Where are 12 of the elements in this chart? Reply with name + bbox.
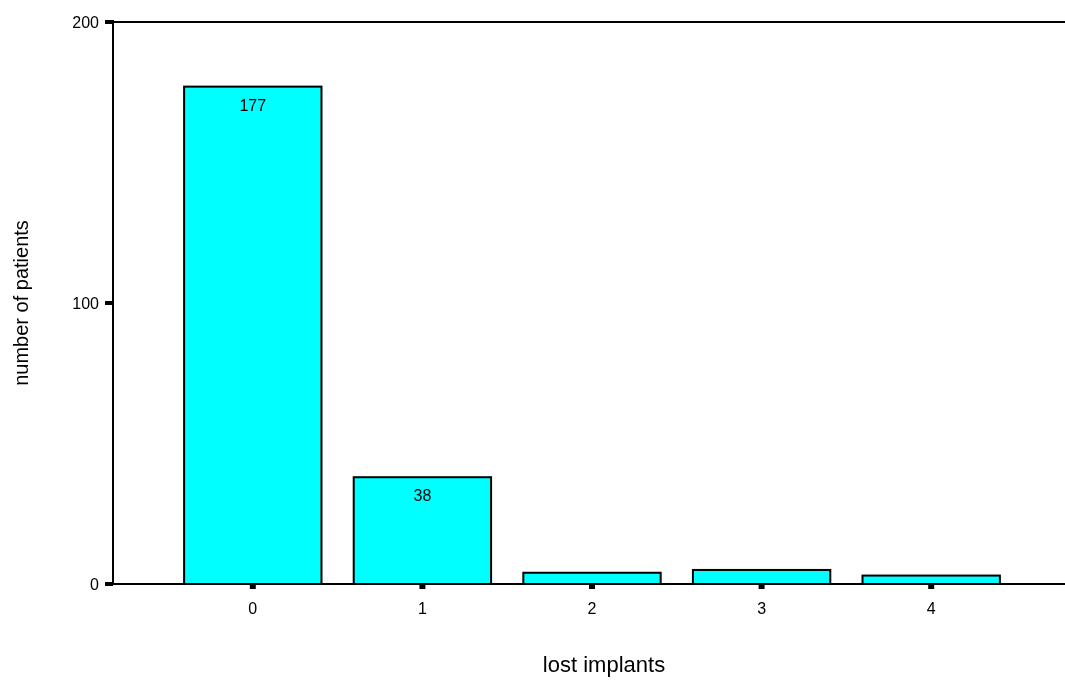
x-tick-label: 4 [926, 600, 936, 617]
data-label: 38 [413, 487, 432, 505]
x-tick-label: 1 [417, 600, 427, 617]
y-tick-label: 0 [90, 575, 100, 593]
x-tick-label: 2 [587, 600, 597, 617]
x-tick-label: 3 [757, 600, 767, 617]
y-axis-title: number of patients [10, 220, 32, 386]
data-label: 177 [239, 96, 267, 114]
y-tick-label: 200 [72, 13, 100, 31]
x-axis-title: lost implants [542, 652, 666, 677]
x-tick-label: 0 [248, 600, 258, 617]
y-tick-label: 100 [72, 294, 100, 312]
